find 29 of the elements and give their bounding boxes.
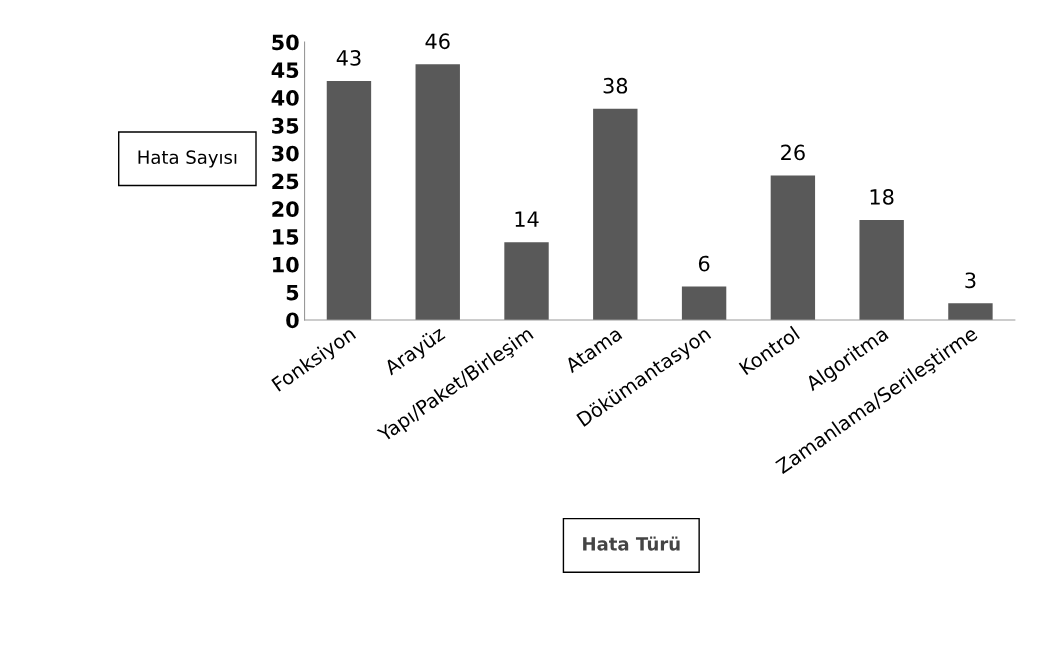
bar: [948, 303, 993, 320]
bar: [859, 219, 904, 320]
y-tick-label: 45: [271, 62, 299, 79]
x-axis-title: Hata Türü: [583, 536, 680, 551]
bar: [770, 175, 816, 320]
y-tick-label: 25: [272, 173, 299, 190]
y-tick-label: 30: [272, 145, 299, 162]
bar: [681, 286, 727, 320]
y-tick-label: 0: [286, 312, 299, 329]
bar: [504, 242, 549, 320]
bar: [326, 80, 372, 320]
bar: [415, 64, 460, 320]
y-axis-title: Hata Sayısı: [138, 150, 237, 168]
data-label: 3: [965, 272, 976, 289]
y-tick-label: 20: [272, 201, 299, 218]
y-tick-label: 40: [271, 90, 299, 106]
data-label: 26: [781, 144, 805, 161]
data-label: 46: [425, 33, 450, 50]
data-label: 43: [336, 50, 361, 66]
y-tick-label: 5: [286, 284, 299, 301]
bar: [593, 108, 638, 320]
y-tick-label: 15: [273, 229, 299, 245]
y-tick-label: 10: [273, 256, 299, 273]
y-tick-label: 35: [272, 117, 299, 134]
data-label: 14: [515, 211, 539, 227]
data-label: 6: [698, 255, 710, 272]
data-label: 38: [603, 77, 628, 94]
y-tick-label: 50: [272, 34, 299, 51]
data-label: 18: [870, 189, 894, 205]
